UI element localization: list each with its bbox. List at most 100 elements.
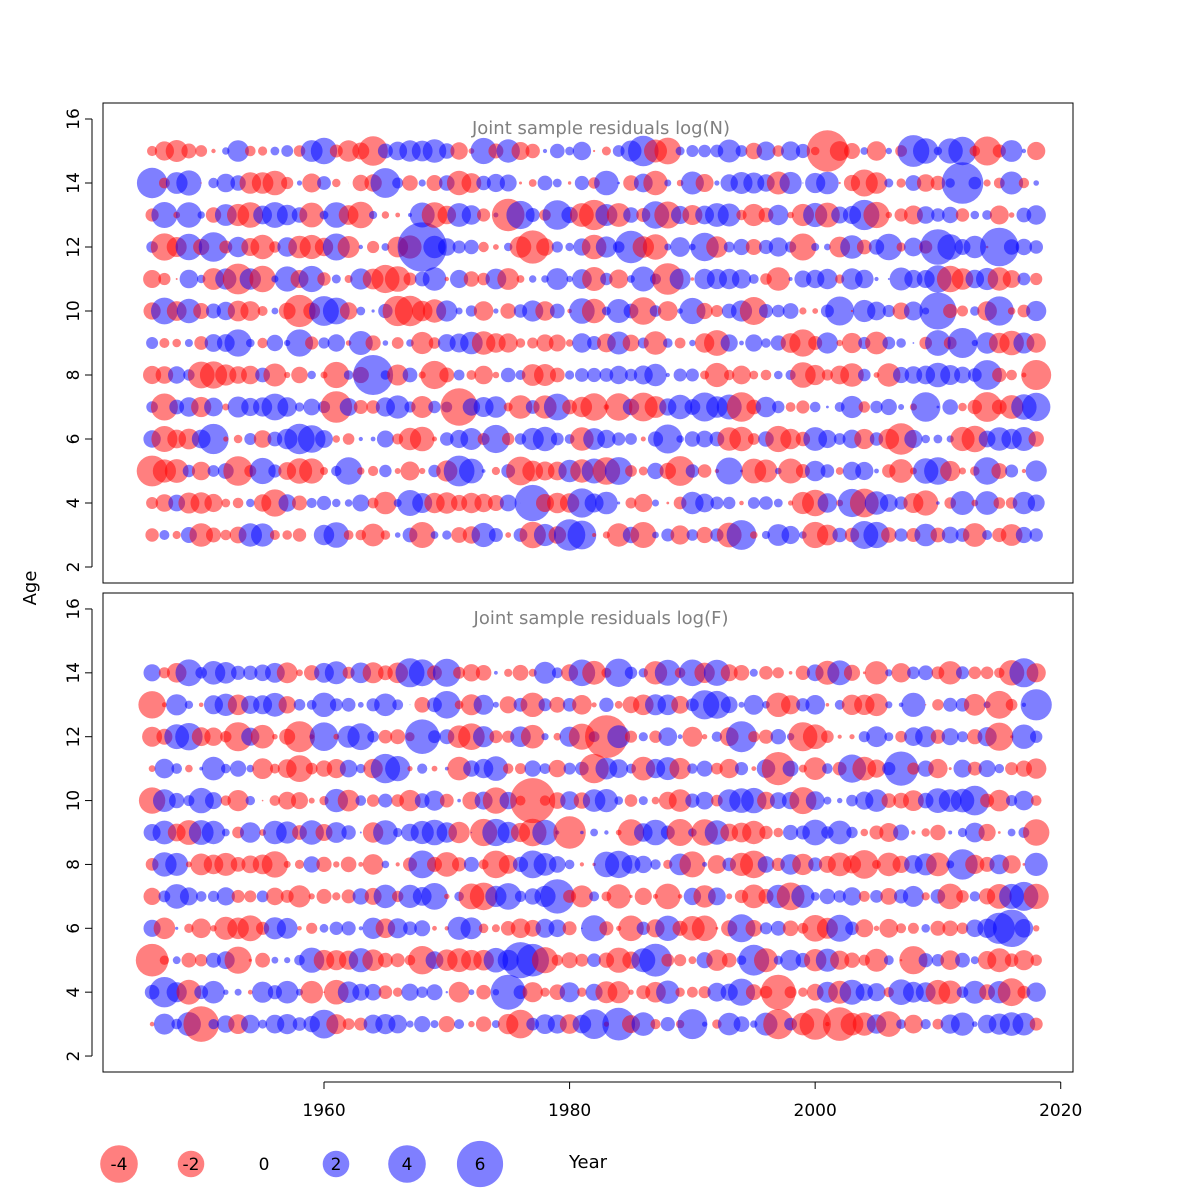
bubble bbox=[198, 211, 205, 218]
bubble bbox=[191, 919, 211, 939]
bubble bbox=[802, 182, 803, 183]
bubble bbox=[936, 501, 940, 505]
y-tick-label: 8 bbox=[64, 370, 84, 381]
bubble bbox=[932, 699, 943, 710]
bubble bbox=[607, 884, 631, 908]
bubble bbox=[928, 759, 947, 778]
bubble bbox=[332, 499, 340, 507]
bubble bbox=[404, 273, 417, 286]
bubble bbox=[230, 761, 246, 777]
bubble bbox=[201, 182, 202, 183]
bubble bbox=[836, 467, 844, 475]
x-tick-label: 2020 bbox=[1039, 1101, 1082, 1121]
bubble bbox=[572, 695, 592, 715]
bubble bbox=[849, 734, 854, 739]
bubble bbox=[267, 335, 283, 351]
bubble bbox=[146, 337, 158, 349]
bubble bbox=[958, 403, 967, 412]
bubble bbox=[666, 502, 669, 505]
bubble bbox=[540, 795, 550, 805]
bubble bbox=[377, 431, 394, 448]
bubble bbox=[599, 921, 613, 935]
bubble bbox=[407, 766, 412, 771]
bubble bbox=[332, 179, 340, 187]
bubble bbox=[295, 402, 304, 411]
bubble bbox=[589, 891, 599, 901]
bubble bbox=[566, 276, 572, 282]
bubble bbox=[284, 861, 291, 868]
bubble bbox=[345, 499, 353, 507]
x-tick-label: 2000 bbox=[794, 1101, 837, 1121]
bubble bbox=[886, 148, 892, 154]
bubble bbox=[972, 1021, 978, 1027]
bubble bbox=[1019, 178, 1029, 188]
bubble bbox=[823, 797, 831, 805]
bubble bbox=[789, 277, 793, 281]
bubble bbox=[171, 763, 182, 774]
bubble bbox=[525, 760, 541, 776]
bubble bbox=[874, 469, 879, 474]
bubble bbox=[381, 530, 391, 540]
bubble bbox=[453, 241, 466, 254]
bubble bbox=[866, 726, 887, 747]
bubble bbox=[575, 368, 589, 382]
bubble bbox=[414, 920, 430, 936]
bubble bbox=[222, 829, 230, 837]
bubble bbox=[272, 734, 278, 740]
bubble bbox=[232, 890, 245, 903]
bubble bbox=[369, 211, 377, 219]
bubble bbox=[759, 496, 773, 510]
bubble bbox=[316, 857, 331, 872]
bubble bbox=[517, 275, 525, 283]
bubble bbox=[692, 916, 718, 942]
bubble bbox=[279, 696, 296, 713]
bubble bbox=[208, 465, 220, 477]
bubble bbox=[393, 828, 402, 837]
bubble bbox=[798, 988, 807, 997]
bubble bbox=[592, 702, 597, 707]
bubble bbox=[356, 795, 367, 806]
bubble bbox=[432, 437, 437, 442]
bubble bbox=[291, 367, 308, 384]
bubble bbox=[482, 469, 486, 473]
bubble bbox=[1014, 791, 1034, 811]
bubble bbox=[686, 369, 699, 382]
bubble bbox=[1030, 528, 1043, 541]
bubble bbox=[625, 465, 637, 477]
bubble bbox=[358, 862, 363, 867]
bubble bbox=[879, 919, 898, 938]
bubble bbox=[538, 176, 553, 191]
bubble bbox=[614, 796, 623, 805]
bubble bbox=[500, 303, 516, 319]
bubble bbox=[789, 671, 793, 675]
bubble bbox=[521, 725, 545, 749]
bubble bbox=[676, 147, 685, 156]
bubble bbox=[294, 699, 306, 711]
bubble bbox=[393, 988, 402, 997]
bubble bbox=[372, 309, 375, 312]
bubble-group bbox=[136, 658, 1052, 1042]
bubble bbox=[922, 828, 930, 836]
bubble bbox=[650, 859, 660, 869]
bubble bbox=[882, 337, 895, 350]
bubble bbox=[427, 984, 443, 1000]
bubble bbox=[410, 427, 435, 452]
bubble bbox=[445, 277, 449, 281]
bubble bbox=[297, 926, 302, 931]
bubble bbox=[330, 922, 343, 935]
y-tick-label: 4 bbox=[64, 987, 84, 998]
y-tick-label: 12 bbox=[64, 726, 84, 748]
bubble bbox=[748, 433, 760, 445]
bubble bbox=[746, 920, 763, 937]
bubble bbox=[320, 924, 329, 933]
bubble bbox=[180, 270, 199, 289]
bubble bbox=[595, 492, 618, 515]
bubble bbox=[921, 1019, 931, 1029]
bubble bbox=[354, 400, 368, 414]
bubble bbox=[901, 693, 925, 717]
bubble bbox=[309, 893, 315, 899]
bubble bbox=[505, 532, 511, 538]
bubble bbox=[246, 796, 255, 805]
